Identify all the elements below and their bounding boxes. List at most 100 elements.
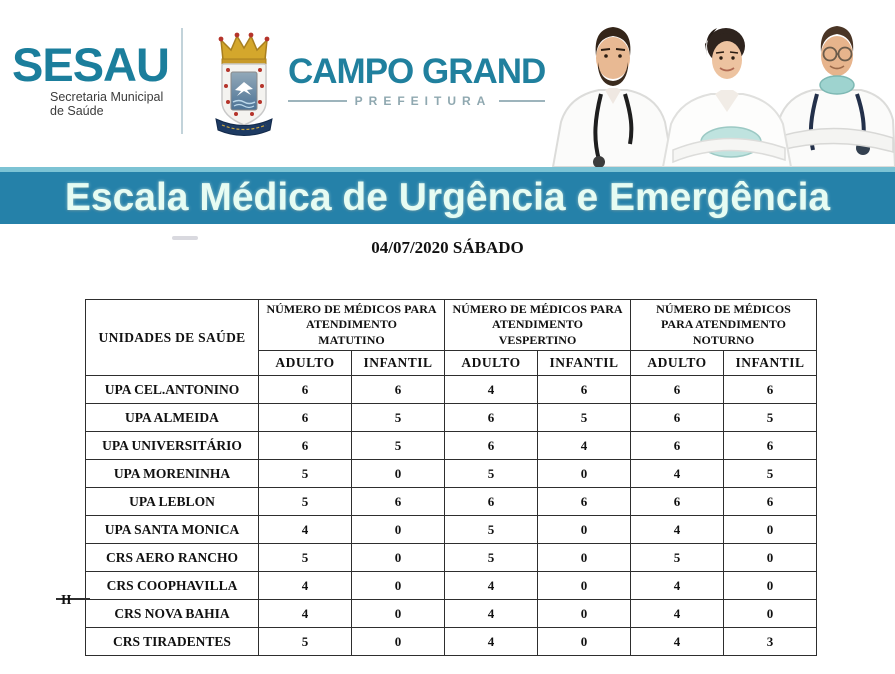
doctor-count-cell: 3 (723, 627, 817, 656)
doctor-count-cell: 6 (258, 403, 352, 432)
subheader-infantil: INFANTIL (351, 350, 445, 376)
unit-name-cell: UPA SANTA MONICA (85, 515, 259, 544)
doctor-count-cell: 6 (630, 487, 724, 516)
coat-of-arms-icon (215, 32, 273, 136)
doctor-count-cell: 4 (444, 627, 538, 656)
doctor-count-cell: 4 (630, 571, 724, 600)
table-row: UPA CEL.ANTONINO 6 6 4 6 6 6 (85, 375, 817, 404)
doctor-count-cell: 0 (351, 627, 445, 656)
doctor-count-cell: 0 (723, 571, 817, 600)
doctor-count-cell: 0 (723, 543, 817, 572)
table-row: CRS TIRADENTES 5 0 4 0 4 3 (85, 627, 817, 656)
doctor-count-cell: 5 (258, 459, 352, 488)
table-row: CRS COOPHAVILLA II 4 0 4 0 4 0 (56, 571, 817, 607)
schedule-date: 04/07/2020 SÁBADO (371, 238, 524, 257)
table-row: UPA SANTA MONICA 4 0 5 0 4 0 (85, 515, 817, 544)
sesau-subtitle-line1: Secretaria Municipal (50, 90, 164, 104)
doctor-count-cell: 5 (444, 459, 538, 488)
group-header-line: PARA ATENDIMENTO (660, 317, 786, 332)
doctor-count-cell: 5 (630, 543, 724, 572)
doctor-count-cell: 5 (258, 627, 352, 656)
doctor-count-cell: 4 (630, 599, 724, 628)
overflow-border-artifact (56, 598, 90, 600)
doctor-count-cell: 4 (630, 515, 724, 544)
unit-name-cell: UPA LEBLON (85, 487, 259, 516)
doctor-count-cell: 0 (537, 599, 631, 628)
table-row: UPA MORENINHA 5 0 5 0 4 5 (85, 459, 817, 488)
campo-grande-wordmark: CAMPO GRANDE (288, 52, 569, 91)
doctor-count-cell: 4 (630, 459, 724, 488)
units-column-header: UNIDADES DE SAÚDE (85, 299, 259, 376)
sesau-logo-block: SESAU Secretaria Municipal de Saúde (12, 38, 177, 119)
group-header-vespertino: NÚMERO DE MÉDICOS PARA ATENDIMENTO VESPE… (444, 299, 631, 351)
subheader-adulto: ADULTO (444, 350, 538, 376)
doctor-count-cell: 0 (351, 571, 445, 600)
doctor-count-cell: 6 (630, 431, 724, 460)
table-header-row-subs: ADULTO INFANTIL ADULTO INFANTIL ADULTO I… (86, 350, 817, 376)
doctor-count-cell: 4 (444, 599, 538, 628)
unit-name-cell: UPA ALMEIDA (85, 403, 259, 432)
table-row: CRS AERO RANCHO 5 0 5 0 5 0 (85, 543, 817, 572)
prefeitura-rule-right (499, 100, 559, 102)
schedule-table: UNIDADES DE SAÚDE NÚMERO DE MÉDICOS PARA… (56, 299, 817, 656)
doctors-photo (545, 0, 895, 167)
doctor-count-cell: 6 (537, 487, 631, 516)
schedule-table-body: UPA CEL.ANTONINO 6 6 4 6 6 6 UPA ALMEIDA 6 5 6 5 6 5 U… (56, 375, 817, 656)
unit-name-overflow: II (61, 592, 72, 607)
doctor-count-cell: 4 (537, 431, 631, 460)
doctor-count-cell: 5 (258, 543, 352, 572)
doctor-count-cell: 0 (723, 599, 817, 628)
schedule-table-wrap: UNIDADES DE SAÚDE NÚMERO DE MÉDICOS PARA… (56, 299, 817, 656)
header-divider (181, 28, 183, 134)
doctor-count-cell: 5 (537, 403, 631, 432)
doctor-count-cell: 4 (444, 571, 538, 600)
title-banner: Escala Médica de Urgência e Emergência (0, 167, 895, 224)
page-title: Escala Médica de Urgência e Emergência (64, 176, 831, 219)
doctor-count-cell: 0 (537, 571, 631, 600)
table-row: UPA LEBLON 5 6 6 6 6 6 (85, 487, 817, 516)
doctor-count-cell: 6 (444, 487, 538, 516)
unit-name-cell: UPA MORENINHA (85, 459, 259, 488)
doctor-count-cell: 0 (723, 515, 817, 544)
doctor-count-cell: 5 (258, 487, 352, 516)
doctor-count-cell: 5 (723, 403, 817, 432)
doctor-count-cell: 6 (444, 431, 538, 460)
prefeitura-line: PREFEITURA (288, 94, 559, 108)
doctor-count-cell: 5 (351, 431, 445, 460)
unit-name-cell: UPA UNIVERSITÁRIO (85, 431, 259, 460)
group-header-line: MATUTINO (318, 332, 385, 347)
group-header-line: NÚMERO DE MÉDICOS PARA (266, 301, 437, 316)
doctor-count-cell: 5 (444, 515, 538, 544)
doctor-count-cell: 5 (723, 459, 817, 488)
doctor-count-cell: 6 (723, 431, 817, 460)
unit-name-cell: UPA CEL.ANTONINO (85, 375, 259, 404)
group-header-line: VESPERTINO (498, 332, 577, 347)
subheader-adulto: ADULTO (630, 350, 724, 376)
letterhead: SESAU Secretaria Municipal de Saúde (0, 0, 895, 167)
table-header-row-groups: UNIDADES DE SAÚDE NÚMERO DE MÉDICOS PARA… (85, 299, 817, 376)
doctor-count-cell: 6 (258, 375, 352, 404)
sesau-logo: SESAU (12, 38, 170, 91)
doctor-count-cell: 6 (258, 431, 352, 460)
doctor-count-cell: 6 (351, 375, 445, 404)
group-header-matutino: NÚMERO DE MÉDICOS PARA ATENDIMENTO MATUT… (258, 299, 445, 351)
unit-name-cell: CRS NOVA BAHIA (85, 599, 259, 628)
table-row: CRS NOVA BAHIA 4 0 4 0 4 0 (85, 599, 817, 628)
doctor-count-cell: 6 (537, 375, 631, 404)
sesau-subtitle-line2: de Saúde (50, 104, 104, 118)
unit-name-cell: CRS COOPHAVILLA II (56, 571, 259, 607)
doctor-count-cell: 0 (537, 459, 631, 488)
doctor-count-cell: 6 (630, 403, 724, 432)
scan-artifact (172, 236, 198, 240)
doctor-count-cell: 0 (537, 543, 631, 572)
doctor-count-cell: 0 (537, 515, 631, 544)
group-header-line: NOTURNO (692, 332, 755, 347)
group-header-line: ATENDIMENTO (306, 317, 397, 332)
doctor-count-cell: 6 (444, 403, 538, 432)
table-row: UPA ALMEIDA 6 5 6 5 6 5 (85, 403, 817, 432)
doctor-count-cell: 4 (630, 627, 724, 656)
subheader-infantil: INFANTIL (537, 350, 631, 376)
group-header-noturno: NÚMERO DE MÉDICOS PARA ATENDIMENTO NOTUR… (630, 299, 817, 351)
prefeitura-label: PREFEITURA (354, 94, 492, 108)
